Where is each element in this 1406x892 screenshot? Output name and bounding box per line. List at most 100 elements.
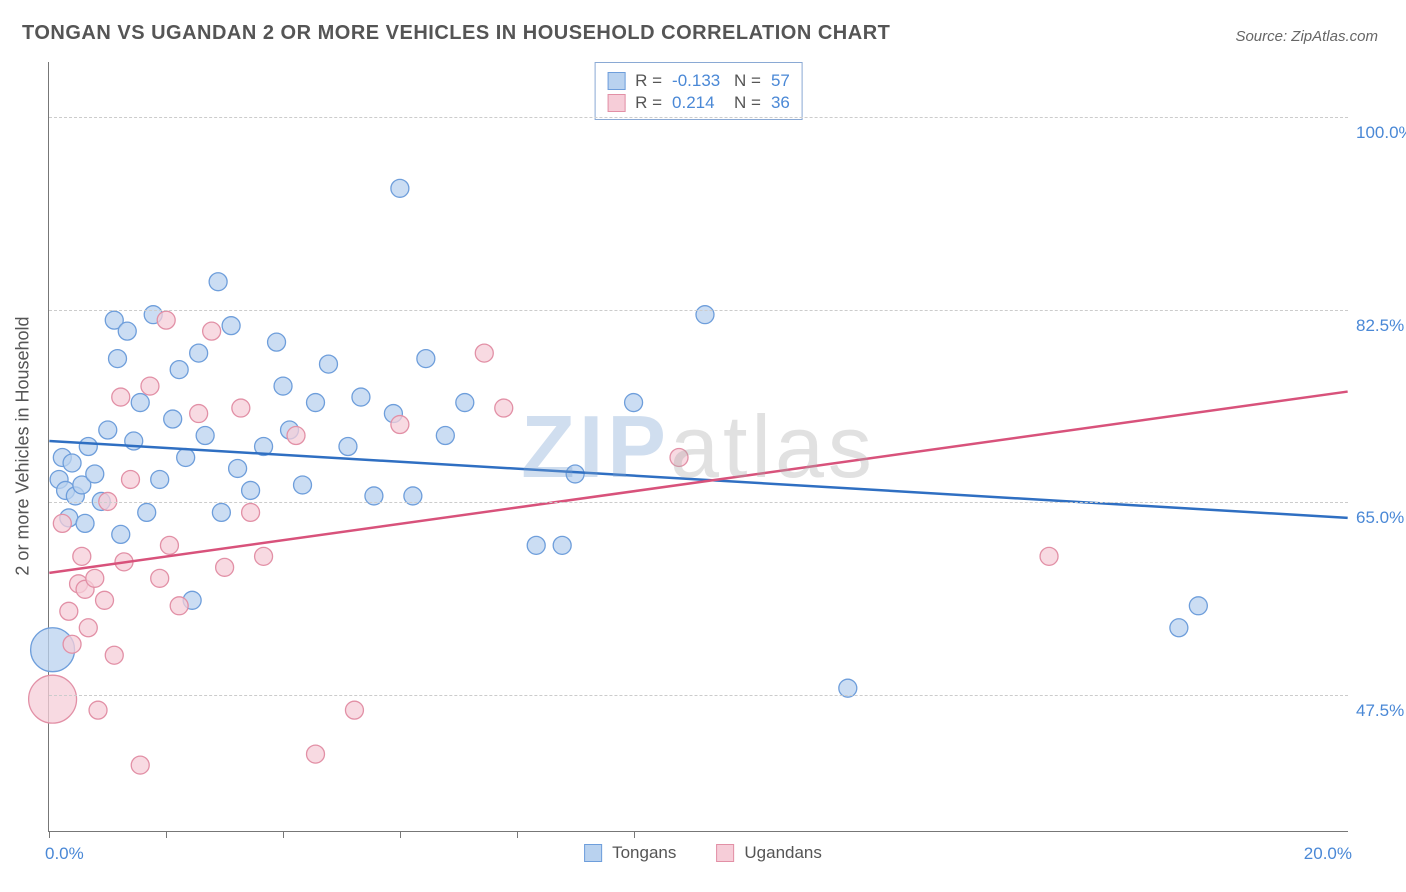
y-tick-label: 82.5%	[1356, 316, 1406, 336]
data-point	[122, 470, 140, 488]
trend-line	[49, 392, 1347, 573]
legend-item: Ugandans	[716, 843, 822, 863]
data-point	[527, 536, 545, 554]
data-point	[212, 503, 230, 521]
data-point	[86, 569, 104, 587]
x-tick-label: 20.0%	[1304, 844, 1352, 864]
data-point	[118, 322, 136, 340]
data-point	[1040, 547, 1058, 565]
data-point	[553, 536, 571, 554]
data-point	[89, 701, 107, 719]
data-point	[216, 558, 234, 576]
data-point	[160, 536, 178, 554]
data-point	[319, 355, 337, 373]
data-point	[131, 756, 149, 774]
data-point	[456, 394, 474, 412]
data-point	[141, 377, 159, 395]
series-legend: Tongans Ugandans	[584, 843, 822, 863]
data-point	[196, 427, 214, 445]
x-tick-mark	[400, 831, 401, 838]
data-point	[170, 597, 188, 615]
data-point	[79, 619, 97, 637]
y-tick-label: 100.0%	[1356, 123, 1406, 143]
data-point	[242, 503, 260, 521]
chart-title: TONGAN VS UGANDAN 2 OR MORE VEHICLES IN …	[22, 22, 890, 45]
data-point	[391, 416, 409, 434]
data-point	[29, 675, 77, 723]
data-point	[566, 465, 584, 483]
legend-swatch	[716, 844, 734, 862]
data-point	[151, 470, 169, 488]
data-point	[170, 361, 188, 379]
data-point	[345, 701, 363, 719]
data-point	[63, 635, 81, 653]
data-point	[105, 646, 123, 664]
y-axis-label-wrap: 2 or more Vehicles in Household	[8, 0, 38, 892]
n-value: 36	[771, 93, 790, 113]
data-point	[112, 525, 130, 543]
data-point	[96, 591, 114, 609]
data-point	[177, 448, 195, 466]
data-point	[417, 350, 435, 368]
data-point	[203, 322, 221, 340]
x-tick-mark	[634, 831, 635, 838]
data-point	[164, 410, 182, 428]
data-point	[475, 344, 493, 362]
data-point	[495, 399, 513, 417]
y-tick-label: 47.5%	[1356, 701, 1406, 721]
legend-swatch	[607, 72, 625, 90]
data-point	[307, 745, 325, 763]
data-point	[274, 377, 292, 395]
r-value: -0.133	[672, 71, 724, 91]
data-point	[696, 306, 714, 324]
gridline	[49, 502, 1348, 503]
n-label: N =	[734, 93, 761, 113]
data-point	[222, 317, 240, 335]
y-tick-label: 65.0%	[1356, 508, 1406, 528]
data-point	[307, 394, 325, 412]
data-point	[391, 179, 409, 197]
x-tick-mark	[49, 831, 50, 838]
data-point	[109, 350, 127, 368]
data-point	[99, 421, 117, 439]
data-point	[131, 394, 149, 412]
data-point	[1170, 619, 1188, 637]
correlation-legend: R =-0.133N =57R =0.214N =36	[594, 62, 803, 120]
plot-svg	[49, 62, 1348, 831]
data-point	[209, 273, 227, 291]
legend-row: R =0.214N =36	[607, 93, 790, 113]
legend-row: R =-0.133N =57	[607, 71, 790, 91]
data-point	[138, 503, 156, 521]
data-point	[76, 514, 94, 532]
data-point	[190, 344, 208, 362]
data-point	[229, 459, 247, 477]
data-point	[53, 514, 71, 532]
legend-swatch	[607, 94, 625, 112]
data-point	[670, 448, 688, 466]
n-value: 57	[771, 71, 790, 91]
data-point	[232, 399, 250, 417]
data-point	[242, 481, 260, 499]
legend-label: Tongans	[612, 843, 676, 863]
data-point	[1189, 597, 1207, 615]
data-point	[73, 547, 91, 565]
data-point	[63, 454, 81, 472]
r-value: 0.214	[672, 93, 724, 113]
x-tick-mark	[166, 831, 167, 838]
data-point	[112, 388, 130, 406]
source-attribution: Source: ZipAtlas.com	[1235, 28, 1378, 45]
data-point	[79, 438, 97, 456]
data-point	[268, 333, 286, 351]
data-point	[339, 438, 357, 456]
data-point	[190, 405, 208, 423]
data-point	[157, 311, 175, 329]
x-tick-label: 0.0%	[45, 844, 84, 864]
y-axis-label: 2 or more Vehicles in Household	[13, 316, 34, 575]
legend-item: Tongans	[584, 843, 676, 863]
gridline	[49, 310, 1348, 311]
data-point	[86, 465, 104, 483]
gridline	[49, 117, 1348, 118]
gridline	[49, 695, 1348, 696]
legend-label: Ugandans	[744, 843, 822, 863]
legend-swatch	[584, 844, 602, 862]
